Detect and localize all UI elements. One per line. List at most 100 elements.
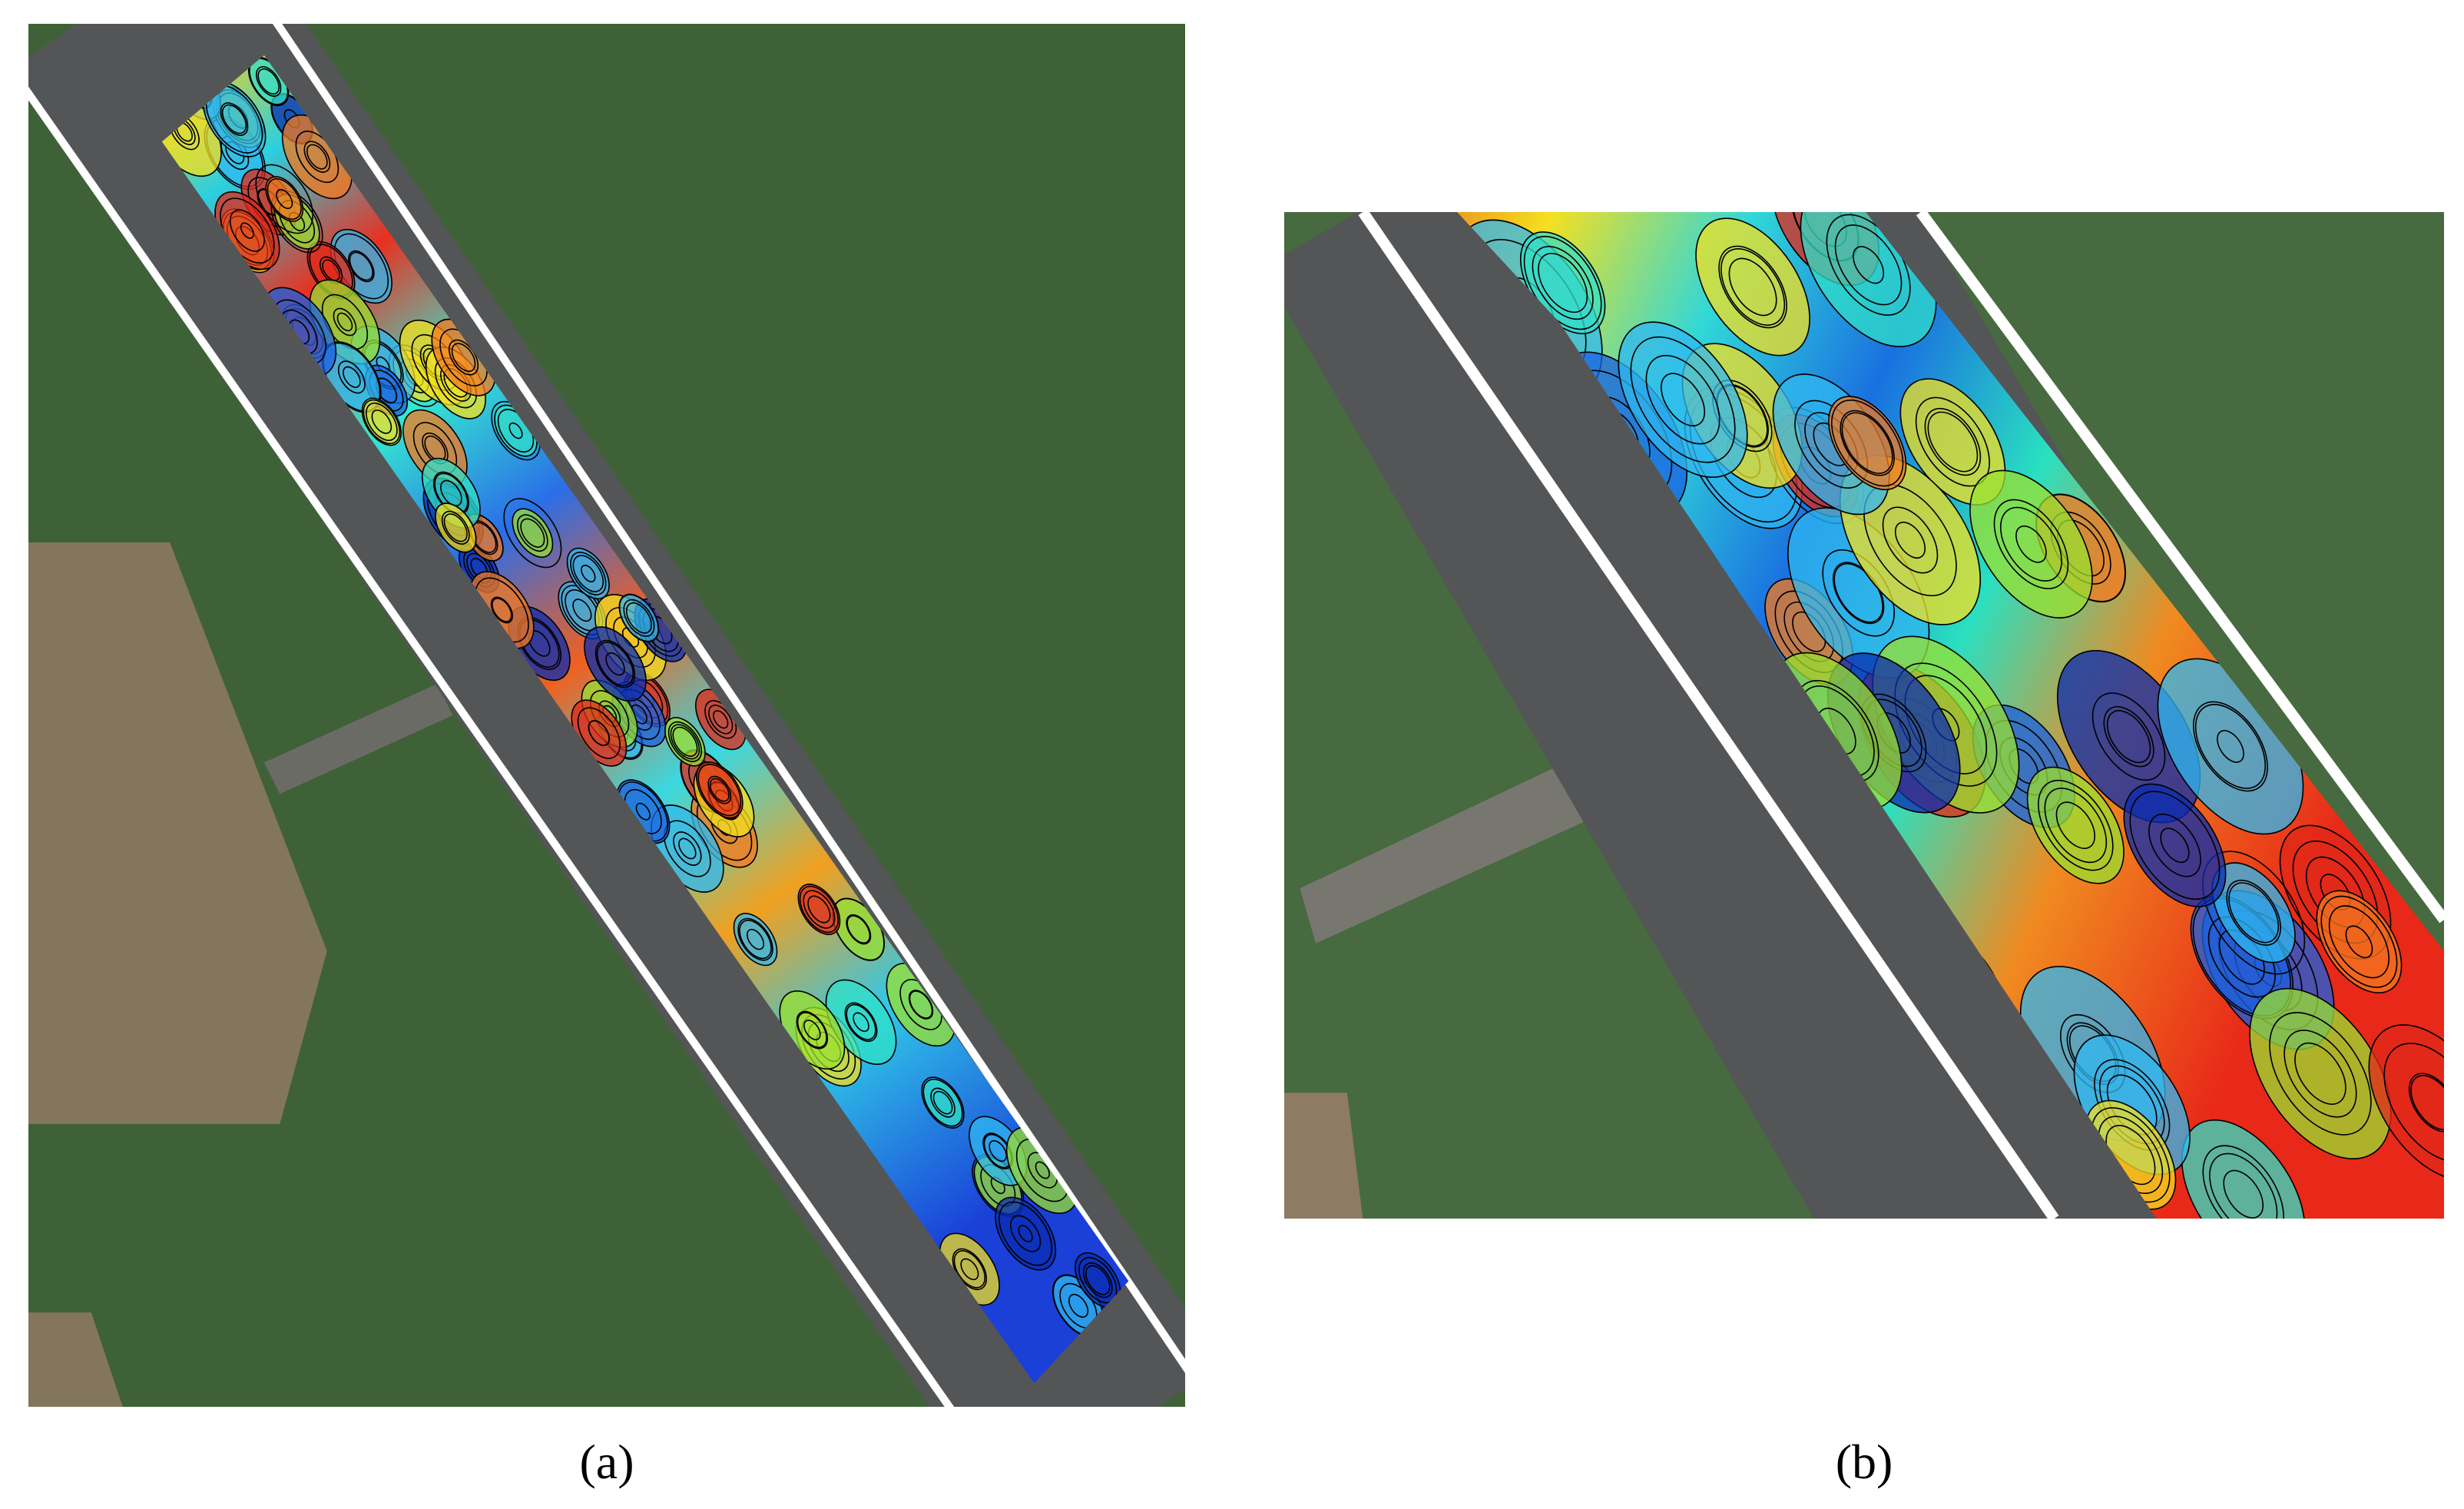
contour: [2383, 1043, 2444, 1162]
contour: [1882, 506, 1939, 574]
caption-a: (a): [579, 1434, 634, 1489]
contour: [349, 251, 374, 281]
contour: [995, 1196, 1057, 1271]
contour: [1924, 407, 1982, 476]
contour: [1894, 521, 1926, 559]
contour: [371, 410, 392, 434]
taxiway: [263, 684, 453, 794]
contour: [520, 518, 545, 548]
contour: [1538, 253, 1588, 313]
contour: [1828, 396, 1907, 491]
contour: [960, 1258, 979, 1281]
contour: [670, 724, 700, 760]
contour: [672, 726, 698, 758]
contour: [336, 312, 353, 332]
contour: [490, 596, 514, 624]
contour: [581, 564, 596, 582]
contour: [623, 599, 655, 637]
contour: [605, 652, 625, 676]
contour: [267, 177, 302, 221]
contour: [713, 710, 729, 729]
contour: [1068, 1293, 1089, 1318]
contour: [1695, 217, 1810, 357]
contour: [1085, 1265, 1111, 1295]
contour: [2194, 704, 2267, 789]
contour: [2160, 827, 2190, 864]
contour: [441, 510, 470, 545]
contour: [1035, 1161, 1050, 1179]
contour: [921, 1076, 965, 1129]
contour: [1927, 411, 1979, 473]
contour: [2345, 925, 2373, 959]
taxiway: [1300, 746, 1646, 944]
contour: [1645, 354, 1720, 445]
caption-b: (b): [1835, 1434, 1893, 1489]
contour: [1661, 373, 1706, 426]
contour: [2192, 701, 2268, 792]
contour: [1630, 336, 1736, 463]
contour: [746, 928, 765, 950]
contour: [577, 707, 621, 759]
contour: [503, 498, 562, 569]
contour: [2223, 1169, 2264, 1219]
ploughed-field: [1284, 1093, 1363, 1219]
contour: [625, 602, 652, 634]
contour: [673, 831, 702, 866]
contour: [221, 104, 247, 134]
contour: [2015, 525, 2047, 563]
contour: [803, 890, 836, 929]
contour: [846, 915, 871, 944]
contour: [908, 990, 934, 1020]
contour: [1718, 245, 1787, 329]
contour: [2408, 1073, 2444, 1133]
contour: [365, 402, 398, 441]
contour: [1853, 246, 1885, 284]
contour: [2269, 1012, 2372, 1136]
contour: [2249, 987, 2392, 1159]
contour: [435, 502, 477, 553]
contour: [588, 720, 610, 746]
contour: [807, 895, 831, 924]
contour: [594, 639, 636, 688]
contour: [2328, 905, 2390, 979]
contour: [1969, 469, 2093, 619]
contour: [803, 1020, 821, 1041]
contour: [678, 837, 697, 860]
contour: [1532, 245, 1594, 320]
contour: [2044, 788, 2108, 864]
contour: [1834, 224, 1903, 306]
contour: [333, 307, 357, 337]
contour: [796, 1010, 829, 1050]
contour: [508, 422, 523, 439]
contour: [2038, 779, 2114, 871]
contour: [2181, 1119, 2306, 1219]
contour: [2228, 882, 2280, 944]
contour: [2123, 783, 2227, 907]
contour: [1993, 499, 2069, 589]
contour: [922, 1078, 963, 1127]
contour: [276, 188, 293, 210]
contour: [257, 68, 280, 95]
contour: [1830, 399, 1904, 487]
contour: [492, 598, 512, 622]
contour: [240, 222, 254, 239]
contour: [1720, 247, 1786, 326]
contour: [932, 1090, 953, 1115]
contour: [2026, 766, 2125, 884]
contour: [337, 360, 366, 394]
contour: [2202, 1145, 2284, 1219]
contour: [953, 1250, 986, 1288]
contour: [2217, 730, 2244, 763]
contour: [1009, 1215, 1042, 1252]
contour: [517, 514, 548, 552]
contour: [2106, 710, 2151, 764]
contour: [2410, 1075, 2444, 1130]
contour: [930, 1087, 955, 1118]
contour: [1840, 410, 1895, 476]
contour: [1082, 1262, 1113, 1298]
contour: [303, 141, 331, 173]
contour: [451, 343, 476, 373]
contour: [570, 552, 607, 595]
contour: [572, 555, 604, 592]
